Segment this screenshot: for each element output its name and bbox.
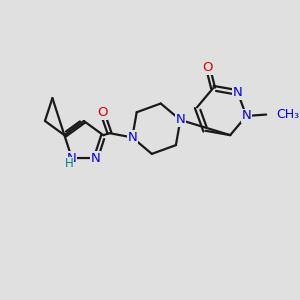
Text: N: N bbox=[128, 131, 137, 144]
Text: N: N bbox=[233, 86, 243, 99]
Text: N: N bbox=[67, 152, 77, 164]
Text: N: N bbox=[91, 152, 101, 164]
Text: H: H bbox=[65, 157, 74, 170]
Text: CH₃: CH₃ bbox=[276, 108, 299, 121]
Text: N: N bbox=[176, 113, 185, 126]
Text: N: N bbox=[242, 110, 251, 122]
Text: O: O bbox=[97, 106, 108, 119]
Text: O: O bbox=[203, 61, 213, 74]
